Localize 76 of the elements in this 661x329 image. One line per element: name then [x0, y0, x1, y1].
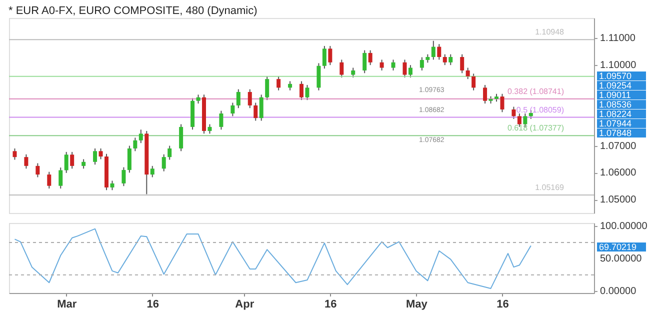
y-tick-label: 1.10000	[600, 60, 637, 72]
candlestick	[362, 50, 367, 74]
candlestick	[442, 54, 447, 66]
candlestick	[288, 80, 292, 91]
candlestick	[110, 180, 114, 191]
candlestick	[168, 145, 172, 160]
text: 1.09011	[599, 90, 631, 100]
candlestick	[248, 88, 252, 109]
candlestick	[276, 76, 281, 91]
x-tick-label: May	[406, 298, 428, 310]
candlestick	[64, 151, 68, 174]
candlestick	[431, 40, 436, 60]
candlestick	[500, 93, 504, 113]
candlestick	[138, 129, 143, 144]
ref-line-label: 0.618 (1.07377)	[508, 124, 564, 133]
candlestick	[316, 62, 321, 91]
candlestick	[472, 73, 476, 91]
candlestick	[127, 145, 132, 174]
text: 1.07848	[599, 128, 632, 138]
candlestick	[265, 76, 270, 101]
y-tick-label: 100.00000	[600, 221, 648, 232]
y-tick-label: 0.00000	[600, 286, 637, 298]
candlestick	[420, 56, 424, 71]
candlestick	[368, 50, 372, 66]
candlestick	[93, 148, 98, 166]
y-tick-label: 50.00000	[600, 254, 642, 265]
candlestick	[98, 148, 103, 160]
ref-line-label: 1.05169	[535, 183, 565, 192]
candlestick	[437, 44, 442, 60]
y-tick-label: 1.05000	[600, 194, 637, 206]
candlestick	[82, 158, 86, 170]
x-tick-label: Mar	[57, 298, 78, 310]
candlestick	[391, 59, 396, 71]
candlestick	[70, 151, 74, 170]
text: 1.09570	[599, 71, 632, 81]
candlestick	[466, 67, 470, 80]
candlestick	[133, 137, 138, 152]
y-tick-label: 1.11000	[600, 33, 636, 44]
candlestick	[340, 59, 344, 78]
x-tick-label: 16	[146, 298, 160, 310]
ref-line-label: 1.10948	[535, 28, 565, 37]
candlestick	[122, 166, 126, 187]
text: 69.70219	[599, 242, 637, 252]
candlestick	[230, 102, 235, 117]
candlestick	[150, 165, 154, 178]
x-tick-label: 16	[496, 298, 509, 310]
candlestick	[219, 110, 224, 130]
candlestick	[380, 59, 384, 71]
text: 1.08224	[599, 109, 632, 119]
candlestick	[402, 59, 407, 78]
y-tick-label: 1.07000	[600, 140, 637, 152]
ref-line-label: 0.5 (1.08059)	[516, 105, 564, 114]
candlestick	[259, 94, 264, 122]
chart-title: * EUR A0-FX, EURO COMPOSITE, 480 (Dynamic)	[8, 5, 258, 17]
candlestick	[208, 124, 212, 134]
y-tick-label: 1.06000	[600, 168, 637, 179]
candlestick	[179, 124, 184, 152]
candlestick	[162, 154, 166, 172]
ref-line-label: 0.382 (1.08741)	[508, 86, 564, 96]
candlestick	[305, 84, 310, 101]
text: 1.08536	[599, 100, 632, 110]
text: 1.09254	[599, 80, 632, 90]
candlestick	[408, 64, 412, 78]
x-tick-label: Apr	[235, 298, 255, 310]
candlestick	[328, 45, 332, 66]
candlestick	[448, 54, 453, 66]
candlestick	[236, 88, 240, 109]
candlestick	[460, 54, 464, 74]
candlestick	[322, 45, 326, 70]
candlestick	[300, 80, 304, 101]
text: 1.07944	[599, 118, 632, 128]
candlestick	[351, 67, 356, 78]
candlestick	[254, 102, 258, 122]
candlestick	[512, 106, 516, 120]
candlestick	[483, 84, 488, 104]
x-tick-label: 16	[324, 298, 337, 310]
